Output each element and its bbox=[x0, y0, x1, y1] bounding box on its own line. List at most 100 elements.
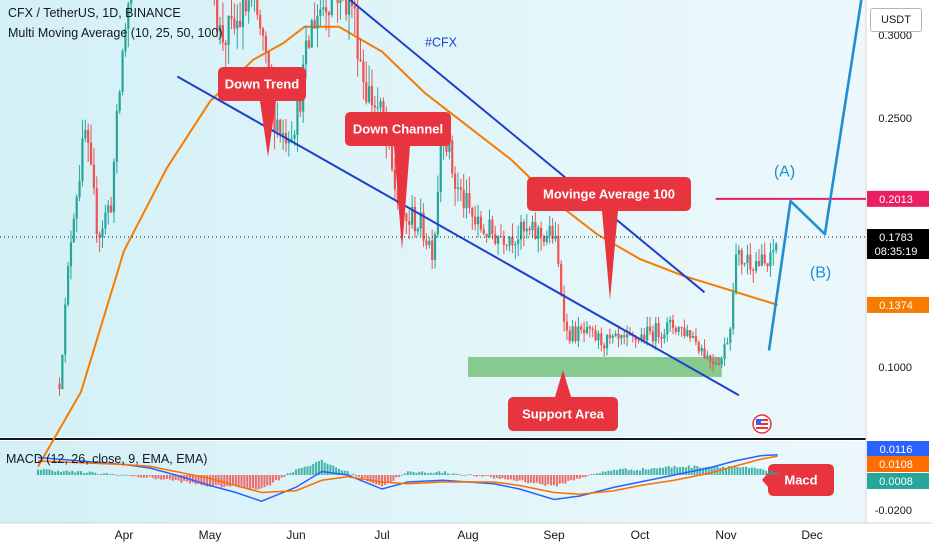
candle-body bbox=[637, 340, 640, 342]
macd-histogram-bar bbox=[200, 475, 203, 486]
candle-body bbox=[585, 326, 589, 334]
macd-histogram-bar bbox=[636, 470, 639, 475]
macd-histogram-bar bbox=[82, 473, 85, 475]
down-channel-callout[interactable]: Down Channel bbox=[345, 112, 451, 250]
macd-histogram-bar bbox=[756, 468, 759, 475]
macd-histogram-bar bbox=[432, 473, 435, 475]
macd-histogram-bar bbox=[174, 475, 177, 480]
candle-body bbox=[87, 129, 90, 143]
candle-body bbox=[648, 326, 652, 332]
countdown-label: 08:35:19 bbox=[875, 246, 918, 258]
macd-histogram-bar bbox=[340, 470, 343, 475]
macd-histogram-bar bbox=[670, 467, 673, 475]
macd-histogram-bar bbox=[455, 473, 458, 475]
macd-histogram-bar bbox=[392, 475, 395, 481]
candle-body bbox=[703, 348, 706, 358]
macd-histogram-bar bbox=[444, 471, 447, 475]
macd-histogram-bar bbox=[197, 475, 200, 484]
macd-histogram-bar bbox=[306, 466, 309, 475]
candle-body bbox=[476, 216, 480, 225]
macd-histogram-bar bbox=[145, 475, 148, 478]
support-zone[interactable] bbox=[468, 357, 722, 377]
candle-body bbox=[276, 119, 279, 132]
candle-body bbox=[700, 348, 703, 352]
candle-body bbox=[259, 14, 262, 29]
macd-histogram-bar bbox=[375, 475, 378, 485]
macd-histogram-bar bbox=[37, 469, 39, 475]
macd-histogram-bar bbox=[137, 475, 140, 478]
candle-body bbox=[230, 15, 233, 19]
macd-histogram-bar bbox=[343, 470, 346, 475]
candle-body bbox=[757, 261, 761, 266]
macd-histogram-bar bbox=[504, 475, 507, 480]
macd-histogram-bar bbox=[424, 472, 426, 475]
candle-body bbox=[428, 240, 431, 245]
wave-projection-path[interactable] bbox=[767, 0, 864, 351]
candle-body bbox=[112, 161, 116, 213]
candle-body bbox=[488, 219, 491, 238]
macd-histogram-bar bbox=[501, 475, 504, 479]
macd-histogram-bar bbox=[240, 475, 243, 486]
support-area-callout[interactable]: Support Area bbox=[508, 370, 618, 431]
candle-body bbox=[717, 363, 720, 365]
macd-histogram-bar bbox=[65, 470, 68, 475]
down-trend-callout[interactable]: Down Trend bbox=[218, 67, 306, 157]
macd-histogram-bar bbox=[286, 473, 289, 475]
candle-body bbox=[362, 61, 365, 83]
macd-histogram-bar bbox=[260, 475, 263, 489]
flag-badge-icon[interactable] bbox=[752, 414, 772, 434]
macd-histogram-bar bbox=[383, 475, 386, 485]
macd-histogram-bar bbox=[229, 475, 232, 487]
macd-histogram-bar bbox=[707, 466, 710, 475]
currency-button[interactable]: USDT bbox=[870, 8, 922, 32]
macd-histogram-bar bbox=[762, 469, 765, 475]
macd-histogram-bar bbox=[272, 475, 275, 483]
macd-histogram-bar bbox=[100, 473, 103, 475]
macd-callout-text: Macd bbox=[784, 473, 817, 488]
moving-average-callout[interactable]: Movinge Average 100 bbox=[527, 177, 691, 300]
macd-histogram-bar bbox=[117, 475, 120, 476]
candle-body bbox=[124, 28, 127, 52]
candle-body bbox=[583, 329, 586, 334]
candle-body bbox=[666, 322, 669, 335]
candle-body bbox=[551, 225, 554, 240]
candle-body bbox=[468, 193, 471, 208]
macd-histogram-bar bbox=[369, 475, 372, 483]
macd-histogram-bar bbox=[80, 471, 82, 475]
candle-body bbox=[419, 212, 422, 229]
macd-histogram-bar bbox=[48, 469, 51, 475]
candle-body bbox=[626, 334, 629, 338]
candle-body bbox=[720, 359, 723, 365]
candle-body bbox=[474, 216, 477, 225]
macd-histogram-bar bbox=[472, 475, 475, 477]
candle-body bbox=[110, 205, 113, 213]
candle-body bbox=[379, 101, 382, 108]
price-tick-label: 0.2500 bbox=[878, 113, 912, 125]
candle-body bbox=[660, 336, 663, 339]
candle-body bbox=[571, 326, 574, 342]
macd-histogram-bar bbox=[725, 467, 727, 475]
macd-histogram-bar bbox=[607, 470, 610, 475]
macd-histogram-bar bbox=[679, 467, 682, 475]
candle-body bbox=[233, 18, 236, 29]
time-tick-label: Jun bbox=[286, 528, 305, 542]
candle-body bbox=[669, 319, 672, 323]
candle-body bbox=[287, 139, 290, 144]
macd-histogram-bar bbox=[323, 462, 326, 475]
macd-histogram-bar bbox=[77, 471, 80, 475]
candle-body bbox=[580, 326, 583, 330]
macd-histogram-bar bbox=[211, 475, 214, 486]
time-tick-label: Sep bbox=[543, 528, 565, 542]
candle-body bbox=[98, 234, 101, 238]
macd-histogram-bar bbox=[544, 475, 547, 486]
macd-histogram-bar bbox=[441, 473, 444, 475]
macd-histogram-bar bbox=[478, 475, 481, 476]
macd-histogram-bar bbox=[575, 475, 578, 479]
macd-histogram-bar bbox=[512, 475, 515, 481]
candle-body bbox=[723, 344, 726, 360]
macd-histogram-bar bbox=[484, 475, 487, 477]
macd-callout[interactable]: Macd bbox=[762, 464, 834, 496]
candle-body bbox=[746, 254, 749, 264]
macd-histogram-bar bbox=[401, 474, 404, 476]
